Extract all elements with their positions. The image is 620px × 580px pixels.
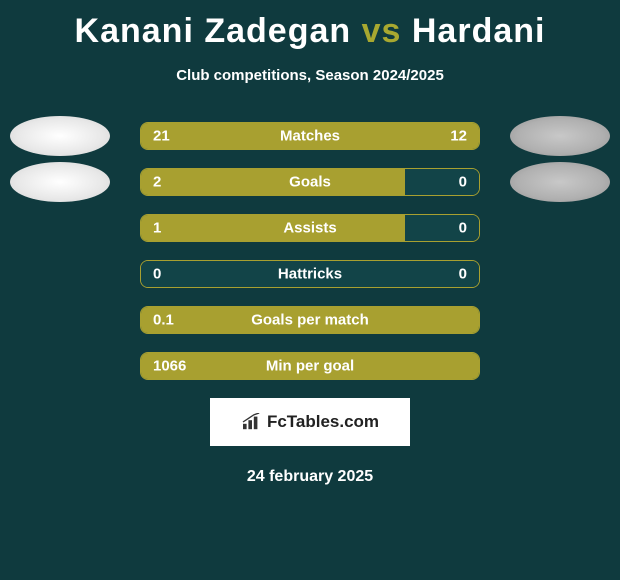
- stat-bar: 0.1 Goals per match: [140, 306, 480, 334]
- stat-label: Goals: [289, 174, 331, 191]
- player1-avatar: [10, 116, 110, 156]
- stats-container: 21 12 Matches 2 0 Goals 1 0 Assists 0 0 Hattricks 0.…: [0, 122, 620, 380]
- stat-label: Matches: [280, 128, 340, 145]
- stat-value-right: 12: [450, 128, 467, 145]
- stat-label: Hattricks: [278, 266, 342, 283]
- logo-content: FcTables.com: [241, 412, 379, 432]
- subtitle: Club competitions, Season 2024/2025: [0, 67, 620, 84]
- date-label: 24 february 2025: [0, 468, 620, 486]
- player1-avatar: [10, 162, 110, 202]
- stat-value-left: 1066: [153, 358, 186, 375]
- stat-row: 2 0 Goals: [0, 168, 620, 196]
- stat-value-left: 1: [153, 220, 161, 237]
- vs-text: vs: [362, 12, 402, 50]
- player1-name: Kanani Zadegan: [75, 12, 352, 50]
- bar-left-fill: [141, 215, 405, 241]
- stat-value-left: 0: [153, 266, 161, 283]
- player2-avatar: [510, 116, 610, 156]
- logo-text: FcTables.com: [267, 412, 379, 432]
- stat-value-left: 21: [153, 128, 170, 145]
- bar-right-fill: [405, 215, 479, 241]
- stat-value-right: 0: [459, 174, 467, 191]
- chart-icon: [241, 413, 263, 431]
- stat-bar: 1066 Min per goal: [140, 352, 480, 380]
- fctables-logo: FcTables.com: [210, 398, 410, 446]
- stat-bar: 0 0 Hattricks: [140, 260, 480, 288]
- comparison-title: Kanani Zadegan vs Hardani: [0, 0, 620, 51]
- stat-label: Assists: [283, 220, 336, 237]
- stat-row: 0.1 Goals per match: [0, 306, 620, 334]
- stat-label: Goals per match: [251, 312, 369, 329]
- player2-avatar: [510, 162, 610, 202]
- bar-right-fill: [405, 169, 479, 195]
- stat-value-right: 0: [459, 220, 467, 237]
- stat-bar: 1 0 Assists: [140, 214, 480, 242]
- stat-row: 0 0 Hattricks: [0, 260, 620, 288]
- stat-value-left: 0.1: [153, 312, 174, 329]
- bar-left-fill: [141, 169, 405, 195]
- stat-bar: 21 12 Matches: [140, 122, 480, 150]
- stat-value-left: 2: [153, 174, 161, 191]
- stat-value-right: 0: [459, 266, 467, 283]
- stat-row: 1 0 Assists: [0, 214, 620, 242]
- stat-row: 1066 Min per goal: [0, 352, 620, 380]
- stat-row: 21 12 Matches: [0, 122, 620, 150]
- player2-name: Hardani: [412, 12, 546, 50]
- stat-label: Min per goal: [266, 358, 354, 375]
- stat-bar: 2 0 Goals: [140, 168, 480, 196]
